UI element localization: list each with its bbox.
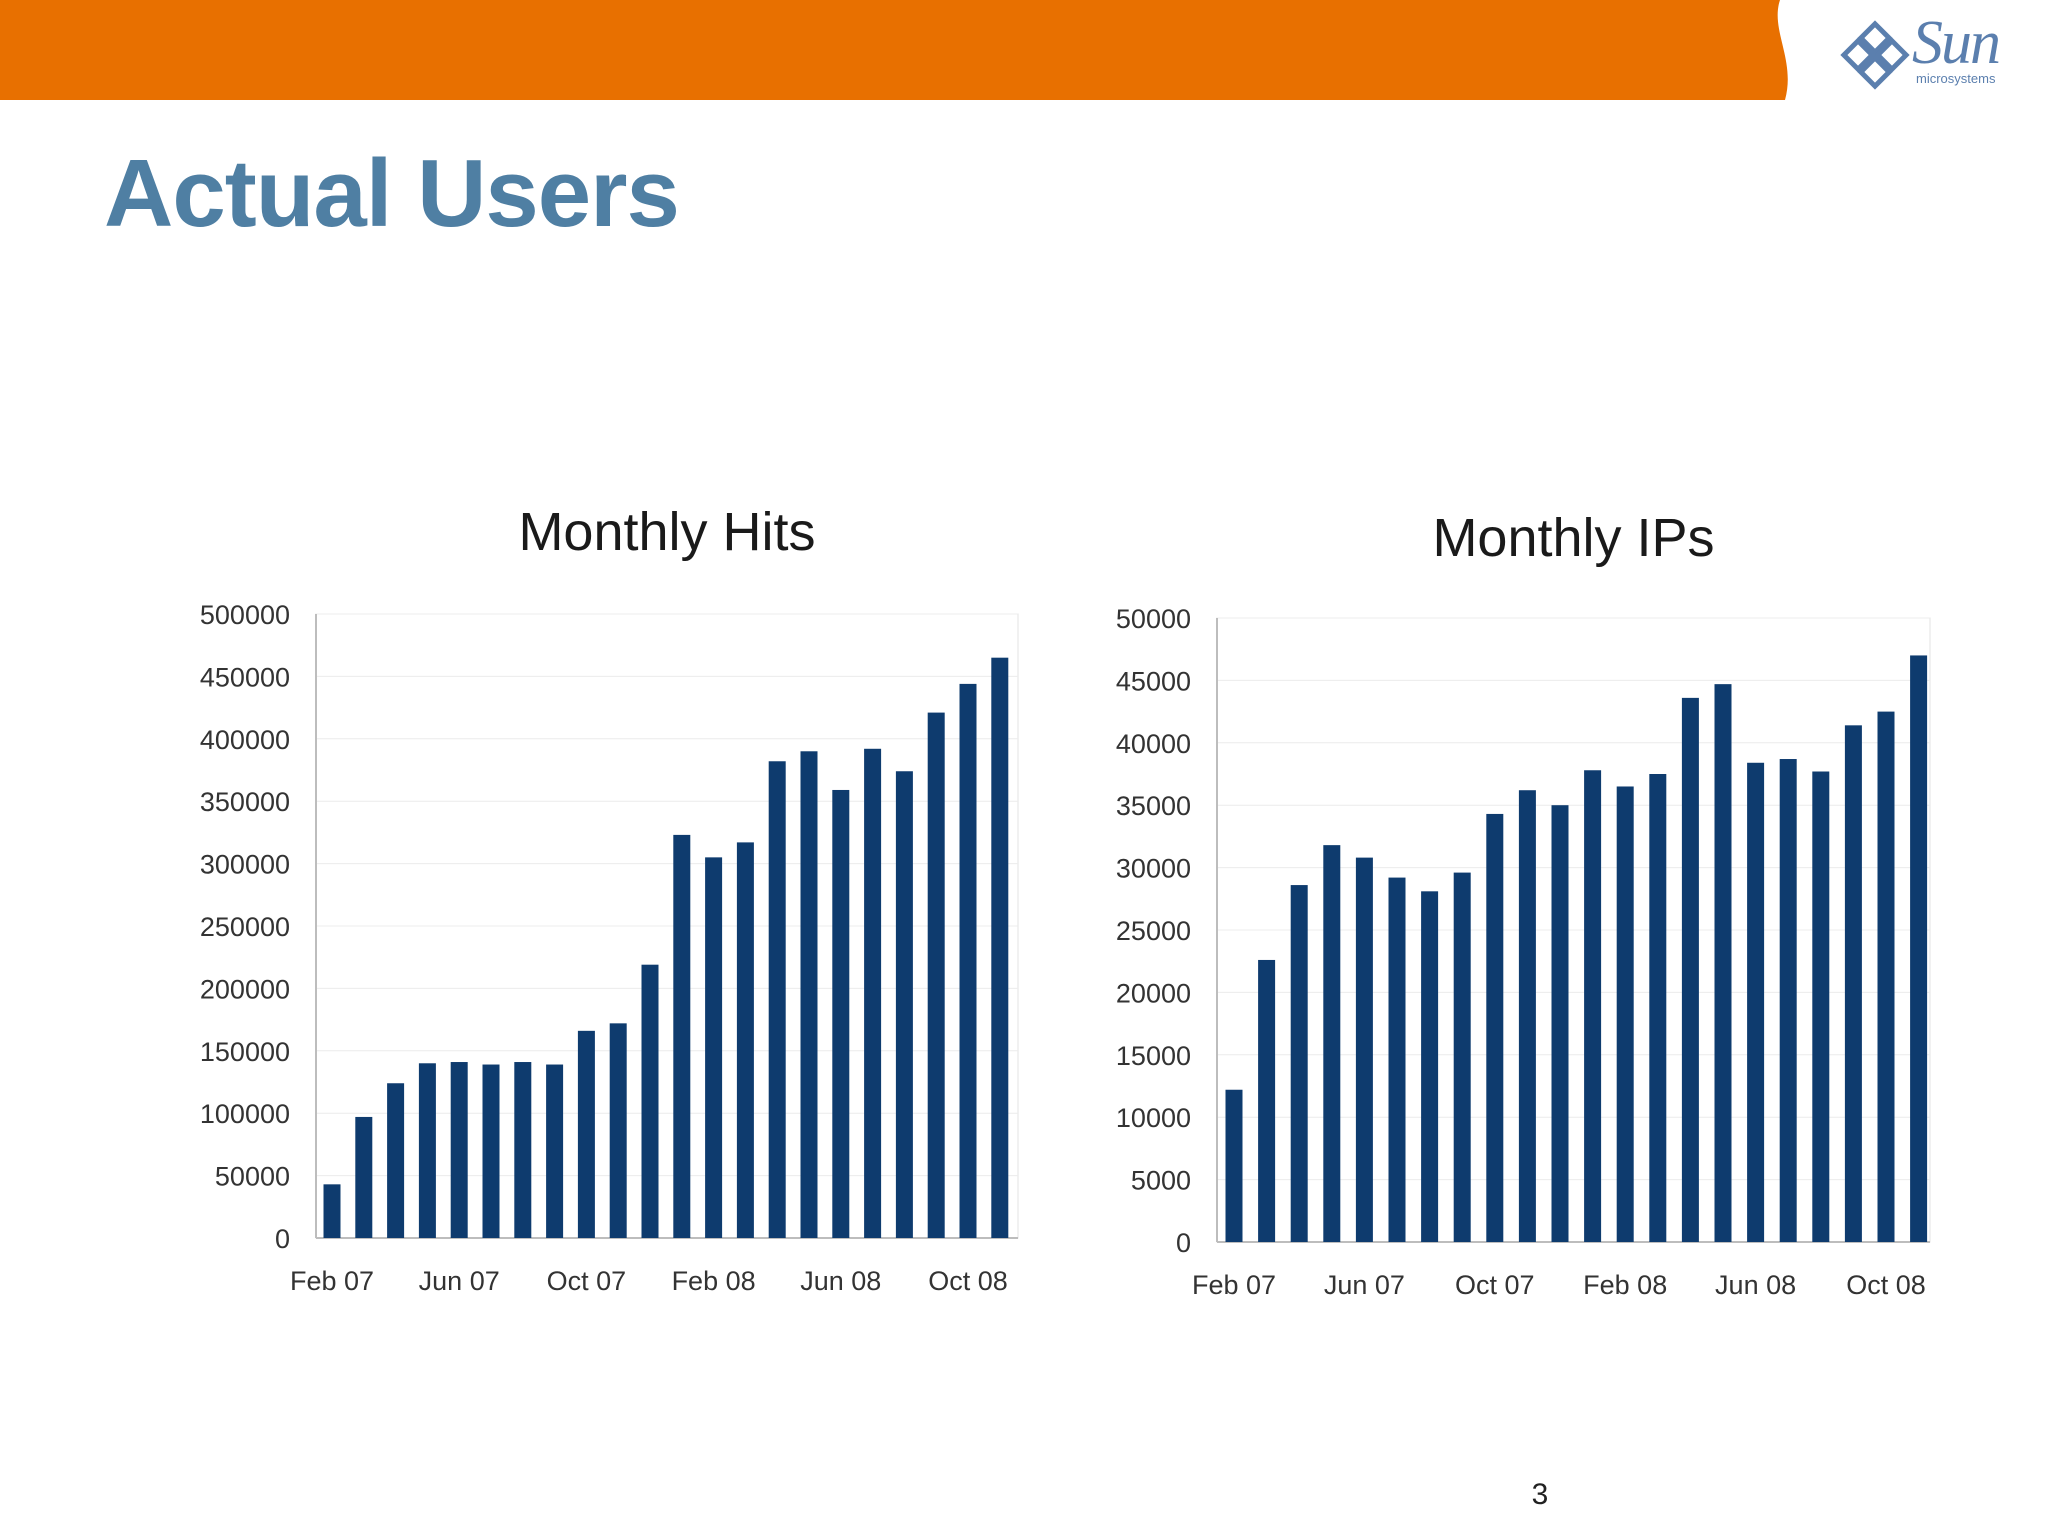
monthly-ips-chart: Monthly IPs 0 5000 10000 15000 20000 25000 3000… — [1060, 490, 1960, 1340]
monthly-hits-bar-feb-08 — [705, 857, 723, 1238]
monthly-ips-y-tick-label: 30000 — [1116, 854, 1191, 884]
monthly-hits-x-tick-label: Feb 08 — [672, 1266, 756, 1296]
logo-brand-text: Sun — [1912, 9, 2001, 77]
monthly-hits-chart-svg: Monthly Hits 0 50000 100000 150000 200000 2500… — [200, 502, 1019, 1296]
monthly-hits-bar-dec-07 — [641, 964, 659, 1238]
monthly-ips-x-tick-label: Feb 08 — [1583, 1270, 1667, 1300]
sun-microsystems-logo: Sun microsystems — [1840, 12, 2030, 96]
monthly-ips-x-tick-label: Oct 08 — [1846, 1270, 1926, 1300]
monthly-ips-bar-sep-07 — [1453, 872, 1471, 1242]
monthly-hits-bar-jul-07 — [482, 1064, 500, 1238]
monthly-ips-bar-oct-08 — [1877, 711, 1895, 1242]
monthly-hits-x-tick-label: Oct 07 — [547, 1266, 627, 1296]
monthly-ips-bar-aug-08 — [1812, 771, 1830, 1242]
monthly-ips-bar-nov-08 — [1910, 655, 1928, 1242]
monthly-ips-x-tick-label: Jun 07 — [1324, 1270, 1405, 1300]
monthly-hits-bar-may-08 — [800, 751, 818, 1238]
monthly-ips-y-tick-label: 45000 — [1116, 666, 1191, 696]
monthly-ips-bar-oct-07 — [1486, 813, 1504, 1242]
monthly-hits-bar-apr-08 — [768, 761, 786, 1238]
monthly-ips-bar-feb-08 — [1616, 786, 1634, 1242]
monthly-hits-bar-mar-08 — [736, 842, 754, 1238]
monthly-ips-bar-sep-08 — [1844, 725, 1862, 1242]
monthly-ips-chart-title: Monthly IPs — [1432, 508, 1714, 568]
monthly-ips-bar-apr-08 — [1681, 697, 1699, 1242]
monthly-ips-bar-feb-07 — [1225, 1089, 1243, 1242]
monthly-hits-bar-sep-08 — [927, 712, 945, 1238]
monthly-hits-x-tick-label: Oct 08 — [928, 1266, 1008, 1296]
monthly-ips-y-tick-label: 20000 — [1116, 978, 1191, 1008]
monthly-hits-bar-nov-07 — [609, 1023, 627, 1238]
monthly-hits-y-tick-label: 300000 — [200, 850, 290, 880]
monthly-hits-bar-aug-07 — [514, 1062, 532, 1238]
monthly-hits-y-tick-label: 500000 — [200, 600, 290, 630]
slide-title: Actual Users — [104, 140, 680, 247]
monthly-ips-bar-jul-08 — [1779, 759, 1797, 1242]
monthly-hits-x-tick-label: Feb 07 — [290, 1266, 374, 1296]
monthly-ips-bar-may-07 — [1323, 845, 1341, 1242]
monthly-ips-bar-dec-07 — [1551, 805, 1569, 1242]
monthly-ips-y-tick-label: 15000 — [1116, 1041, 1191, 1071]
monthly-ips-bar-nov-07 — [1518, 790, 1536, 1242]
monthly-hits-x-tick-label: Jun 08 — [800, 1266, 881, 1296]
monthly-ips-bar-jun-07 — [1355, 857, 1373, 1242]
monthly-hits-bar-oct-08 — [959, 683, 977, 1238]
monthly-hits-y-tick-label: 200000 — [200, 974, 290, 1004]
monthly-hits-y-tick-label: 0 — [275, 1224, 290, 1254]
monthly-ips-bar-may-08 — [1714, 684, 1732, 1242]
monthly-ips-y-tick-label: 35000 — [1116, 791, 1191, 821]
monthly-ips-y-tick-label: 50000 — [1116, 604, 1191, 634]
monthly-hits-y-tick-label: 350000 — [200, 787, 290, 817]
monthly-ips-chart-svg: Monthly IPs 0 5000 10000 15000 20000 25000 3000… — [1116, 508, 1931, 1300]
monthly-hits-bar-jan-08 — [673, 834, 691, 1238]
monthly-hits-bar-nov-08 — [991, 657, 1009, 1238]
monthly-hits-bar-feb-07 — [323, 1184, 341, 1238]
monthly-hits-y-tick-label: 150000 — [200, 1037, 290, 1067]
monthly-ips-y-tick-label: 10000 — [1116, 1103, 1191, 1133]
monthly-hits-chart-title: Monthly Hits — [518, 502, 815, 562]
monthly-ips-x-tick-label: Jun 08 — [1715, 1270, 1796, 1300]
monthly-ips-bar-mar-07 — [1258, 959, 1276, 1242]
sun-logo-icon — [1840, 20, 1910, 90]
monthly-hits-bar-jun-07 — [450, 1062, 468, 1238]
monthly-ips-y-tick-label: 0 — [1176, 1228, 1191, 1258]
monthly-hits-y-tick-label: 100000 — [200, 1099, 290, 1129]
monthly-ips-bar-mar-08 — [1649, 774, 1667, 1242]
monthly-ips-bar-jun-08 — [1747, 762, 1765, 1242]
monthly-hits-y-tick-label: 50000 — [215, 1162, 290, 1192]
monthly-hits-bar-aug-08 — [895, 771, 913, 1238]
monthly-hits-y-tick-label: 400000 — [200, 725, 290, 755]
monthly-hits-bar-oct-07 — [577, 1030, 595, 1238]
monthly-hits-y-tick-label: 250000 — [200, 912, 290, 942]
monthly-hits-bar-may-07 — [418, 1063, 436, 1238]
monthly-hits-y-tick-label: 450000 — [200, 662, 290, 692]
header-banner — [0, 0, 1788, 100]
monthly-ips-y-tick-label: 40000 — [1116, 729, 1191, 759]
monthly-hits-bar-jun-08 — [832, 789, 850, 1238]
monthly-hits-bar-apr-07 — [387, 1083, 405, 1238]
monthly-ips-bar-aug-07 — [1421, 891, 1439, 1242]
monthly-ips-x-tick-label: Oct 07 — [1455, 1270, 1535, 1300]
monthly-ips-x-tick-label: Feb 07 — [1192, 1270, 1276, 1300]
monthly-ips-bar-jan-08 — [1584, 770, 1602, 1242]
monthly-ips-bar-jul-07 — [1388, 877, 1406, 1242]
monthly-hits-bar-jul-08 — [864, 748, 882, 1238]
monthly-ips-bar-apr-07 — [1290, 885, 1308, 1242]
monthly-hits-chart: Monthly Hits 0 50000 100000 150000 200000 2500… — [160, 490, 1060, 1340]
monthly-ips-y-tick-label: 25000 — [1116, 916, 1191, 946]
monthly-hits-bar-sep-07 — [546, 1064, 564, 1238]
logo-subtitle-text: microsystems — [1916, 71, 1996, 86]
monthly-ips-y-tick-label: 5000 — [1131, 1166, 1191, 1196]
page-number: 3 — [1531, 1478, 1549, 1511]
monthly-hits-bar-mar-07 — [355, 1116, 373, 1238]
monthly-hits-x-tick-label: Jun 07 — [419, 1266, 500, 1296]
